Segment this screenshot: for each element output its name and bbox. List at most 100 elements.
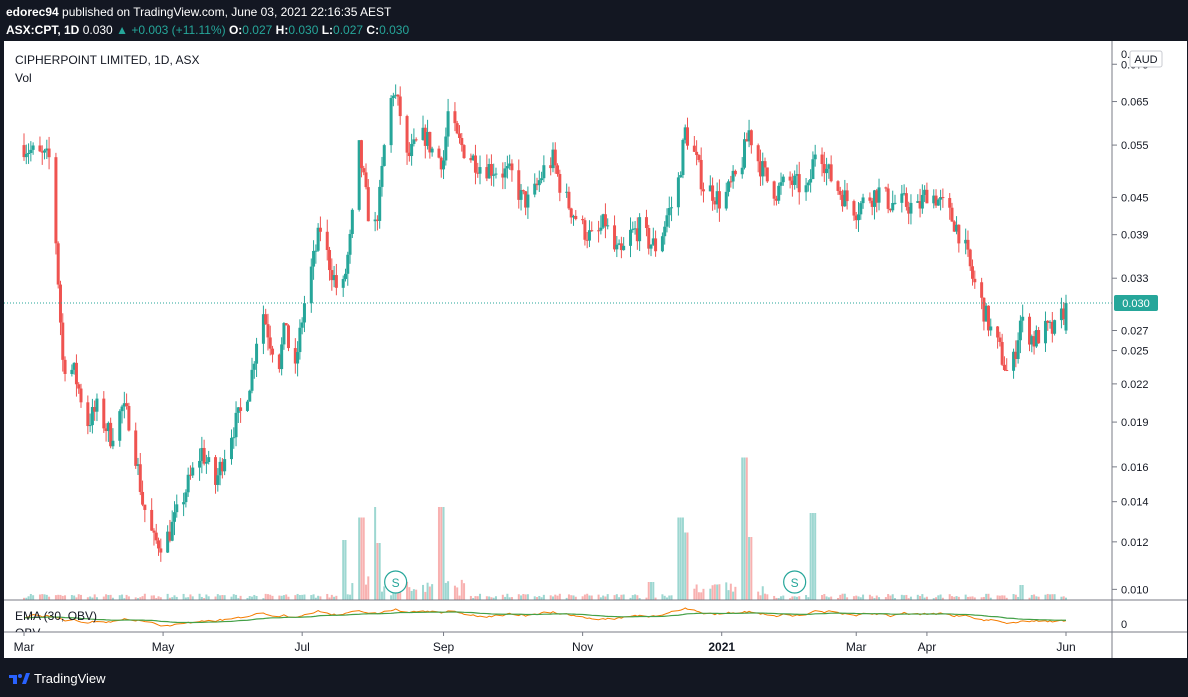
- candle-body: [574, 215, 578, 220]
- candle-body: [127, 406, 131, 431]
- volume-bar: [376, 543, 379, 600]
- volume-bar: [661, 594, 664, 600]
- candle-body: [1032, 336, 1036, 347]
- volume-bar: [237, 598, 240, 600]
- volume-bar: [695, 584, 698, 600]
- volume-bar: [750, 537, 753, 600]
- volume-bar: [230, 596, 233, 600]
- volume-bar: [1021, 585, 1024, 600]
- volume-bar: [333, 596, 336, 600]
- volume-bar: [567, 594, 570, 600]
- candle-body: [58, 284, 62, 323]
- volume-bar: [878, 597, 881, 600]
- candle-body: [316, 227, 320, 251]
- volume-bar: [314, 597, 317, 600]
- volume-bar: [948, 594, 951, 600]
- candle-body: [567, 191, 571, 209]
- candle-body: [891, 203, 895, 211]
- change-value: +0.003 (+11.11%): [131, 23, 226, 37]
- price-badge-label: 0.030: [1122, 298, 1150, 310]
- volume-bar: [766, 594, 769, 600]
- candle-body: [501, 173, 505, 178]
- volume-bar: [727, 590, 730, 600]
- candle-body: [302, 303, 306, 323]
- volume-bar: [107, 595, 110, 600]
- candle-body: [613, 225, 617, 250]
- candle-body: [569, 208, 573, 218]
- volume-bar: [923, 597, 926, 600]
- candle-body: [679, 175, 683, 178]
- candle-body: [756, 145, 760, 162]
- candle-body: [120, 406, 124, 412]
- axes: 0.00.0750.0650.0550.0450.0390.0330.0270.…: [4, 41, 1187, 658]
- volume-bar: [508, 597, 511, 600]
- candle-body: [191, 467, 195, 476]
- candle-body: [964, 239, 968, 244]
- currency-label: AUD: [1134, 54, 1157, 66]
- volume-bar: [743, 457, 746, 600]
- candle-body: [63, 359, 67, 374]
- volume-bar: [437, 507, 440, 600]
- candle-body: [793, 175, 797, 185]
- candle-body: [364, 172, 368, 188]
- volume-bar: [599, 597, 602, 600]
- volume-bar: [1046, 593, 1049, 600]
- candle-body: [692, 145, 696, 152]
- candle-body: [957, 224, 961, 244]
- volume-bar: [764, 593, 767, 600]
- candle-body: [1016, 340, 1020, 359]
- volume-bar: [734, 586, 737, 600]
- candle-body: [841, 194, 845, 207]
- candle-body: [635, 228, 639, 242]
- candle-body: [749, 130, 753, 146]
- volume-bar: [342, 540, 345, 600]
- y-tick-label: 0.027: [1121, 326, 1149, 338]
- candle-body: [343, 273, 347, 280]
- volume-bar: [732, 591, 735, 600]
- candle-body: [797, 174, 801, 193]
- candle-body: [1062, 308, 1066, 320]
- volume-bar: [702, 588, 705, 600]
- candle-body: [394, 94, 398, 96]
- candle-body: [268, 337, 272, 349]
- volume-bar: [38, 594, 41, 600]
- volume-bar: [415, 589, 418, 600]
- volume-bar: [700, 592, 703, 600]
- volume-bar: [285, 594, 288, 600]
- candle-body: [423, 127, 427, 146]
- volume-bar: [253, 594, 256, 600]
- obv-zero-label: 0: [1121, 619, 1127, 631]
- up-triangle-icon: ▲: [116, 23, 128, 37]
- volume-bar: [588, 595, 591, 600]
- volume-bar: [485, 596, 488, 600]
- volume-bar: [989, 597, 992, 600]
- close-label: C:: [366, 23, 380, 37]
- volume-bar: [251, 596, 254, 600]
- candle-body: [277, 354, 281, 370]
- signal-marker-label: S: [791, 576, 799, 590]
- volume-bar: [476, 596, 479, 600]
- volume-bar: [326, 593, 329, 600]
- volume-bar: [773, 595, 776, 600]
- candle-body: [398, 96, 402, 117]
- candle-body: [357, 140, 361, 210]
- volume-bar: [602, 595, 605, 600]
- x-tick-label: Mar: [846, 640, 867, 654]
- candle-body: [952, 221, 956, 232]
- candle-body: [314, 250, 318, 252]
- candle-body: [875, 190, 879, 203]
- candle-body: [551, 149, 555, 169]
- volume-bar: [422, 584, 425, 600]
- candle-body: [271, 348, 275, 355]
- candle-body: [214, 457, 218, 485]
- candle-body: [220, 461, 224, 472]
- volume-bar: [198, 593, 201, 600]
- candle-body: [651, 238, 655, 245]
- candle-body: [695, 151, 699, 156]
- candle-body: [872, 190, 876, 207]
- candle-body: [836, 181, 840, 191]
- volume-bar: [490, 597, 493, 600]
- candle-body: [838, 190, 842, 195]
- candle-body: [309, 266, 313, 304]
